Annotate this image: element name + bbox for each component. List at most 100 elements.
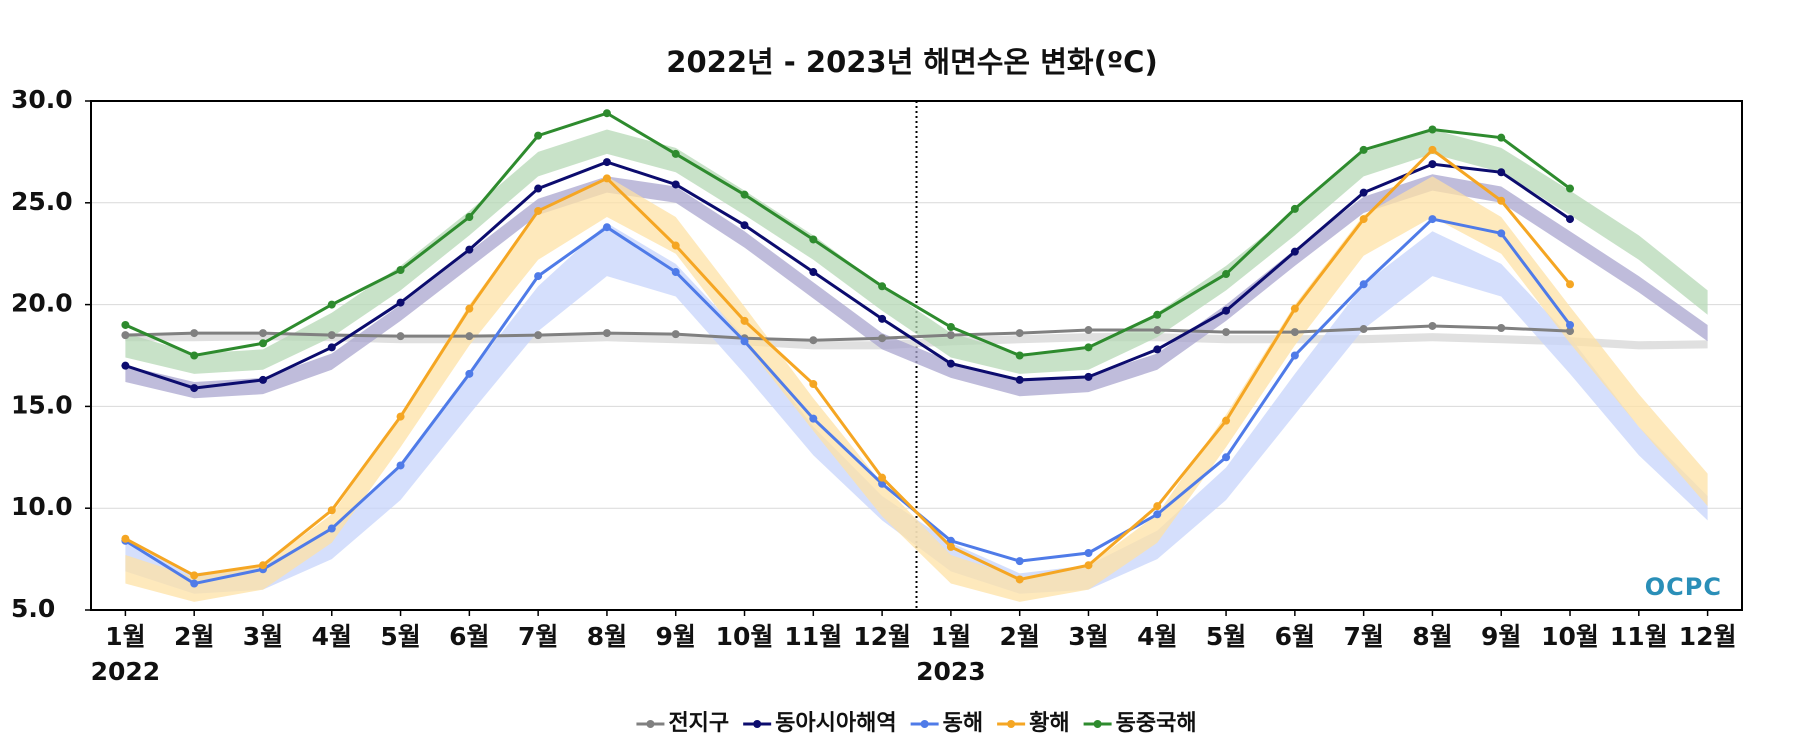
data-point (1497, 133, 1506, 142)
series-line (124, 111, 1571, 358)
x-tick-label: 6월 (1275, 622, 1315, 651)
data-point (809, 380, 818, 389)
data-point (1153, 345, 1162, 354)
x-tick-label: 10월 (716, 622, 774, 651)
data-point (396, 265, 405, 274)
data-point (1428, 125, 1437, 134)
data-point (1153, 310, 1162, 319)
data-point (946, 359, 955, 368)
x-tick-label: 12월 (853, 622, 911, 651)
data-point (1084, 548, 1093, 557)
x-tick-label: 11월 (784, 622, 842, 651)
legend-marker (1007, 720, 1016, 728)
data-point (1359, 188, 1368, 197)
data-point (465, 304, 474, 313)
legend: 전지구 동아시아해역 동해 황해 동중국해 (636, 711, 1197, 736)
legend-label: 동중국해 (1116, 711, 1197, 736)
legend-marker (753, 720, 762, 728)
data-point (1290, 247, 1299, 256)
data-point (1290, 351, 1299, 360)
data-point (1084, 561, 1093, 570)
data-point (1428, 145, 1437, 154)
data-point (465, 213, 474, 222)
data-point (1497, 324, 1506, 333)
data-point (1015, 375, 1024, 384)
data-point (121, 361, 130, 370)
data-point (740, 221, 749, 230)
data-point (671, 180, 680, 189)
x-tick-label: 2월 (999, 622, 1039, 651)
x-tick-label: 9월 (1481, 622, 1521, 651)
data-point (740, 337, 749, 346)
legend-label: 동해 (943, 711, 983, 736)
data-point (1566, 215, 1575, 224)
data-point (1566, 280, 1575, 289)
data-point (1497, 168, 1506, 177)
data-point (1222, 328, 1231, 337)
x-tick-label: 3월 (1068, 622, 1108, 651)
x-tick-label: 1월 (931, 622, 971, 651)
y-tick-label: 10.0 (11, 492, 73, 521)
data-point (602, 329, 611, 338)
data-point (1359, 145, 1368, 154)
data-point (1222, 453, 1231, 462)
x-tick-label: 8월 (1412, 622, 1452, 651)
data-point (327, 524, 336, 533)
data-point (465, 369, 474, 378)
x-tick-label: 5월 (1206, 622, 1246, 651)
data-point (190, 579, 199, 588)
data-point (534, 331, 543, 340)
data-point (534, 206, 543, 215)
data-point (1222, 416, 1231, 425)
data-point (1015, 557, 1024, 566)
data-point (1566, 327, 1575, 336)
data-point (534, 184, 543, 193)
data-point (1290, 304, 1299, 313)
data-point (258, 329, 267, 338)
data-point (1428, 215, 1437, 224)
x-tick-label: 3월 (243, 622, 283, 651)
data-point (396, 412, 405, 421)
x-tick-label: 4월 (312, 622, 352, 651)
data-point (1015, 575, 1024, 584)
data-point (465, 332, 474, 341)
y-tick-label: 30.0 (11, 85, 73, 114)
data-point (258, 339, 267, 348)
data-point (258, 561, 267, 570)
data-point (671, 149, 680, 158)
data-point (1222, 306, 1231, 315)
data-point (602, 223, 611, 232)
data-point (1428, 160, 1437, 169)
data-point (1566, 184, 1575, 193)
x-tick-label: 6월 (449, 622, 489, 651)
data-point (396, 332, 405, 341)
data-point (946, 322, 955, 331)
data-point (121, 534, 130, 543)
data-point (1497, 196, 1506, 205)
y-tick-label: 20.0 (11, 289, 73, 318)
data-point (878, 334, 887, 343)
data-point (1222, 270, 1231, 279)
data-point (327, 506, 336, 515)
data-point (1084, 343, 1093, 352)
data-point (602, 174, 611, 183)
legend-label: 황해 (1029, 711, 1069, 736)
year-label: 2022 (91, 657, 161, 686)
data-point (671, 241, 680, 250)
data-point (396, 461, 405, 470)
data-point (396, 298, 405, 307)
data-point (809, 235, 818, 244)
x-tick-label: 12월 (1679, 622, 1737, 651)
series-line (124, 217, 1572, 586)
series-line (124, 147, 1572, 582)
data-point (740, 190, 749, 199)
data-point (534, 272, 543, 281)
year-label: 2023 (916, 657, 986, 686)
data-point (809, 414, 818, 423)
data-point (671, 330, 680, 339)
data-point (1153, 326, 1162, 335)
data-point (1359, 325, 1368, 334)
legend-marker (920, 720, 929, 728)
data-point (1497, 229, 1506, 238)
